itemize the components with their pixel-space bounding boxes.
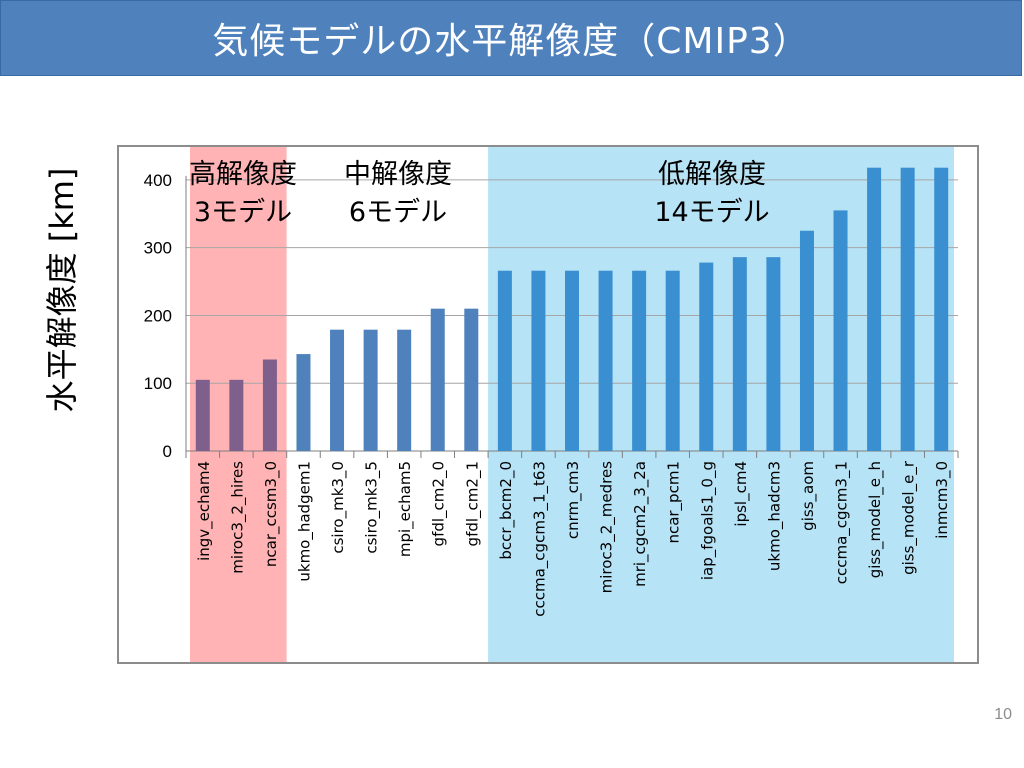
x-tick-label: cnrm_cm3 bbox=[564, 461, 583, 539]
x-tick-label: gfdl_cm2_1 bbox=[463, 461, 482, 546]
bar bbox=[766, 257, 781, 451]
group-label-name: 低解像度 bbox=[658, 159, 766, 190]
bar bbox=[330, 329, 345, 451]
x-tick-label: gfdl_cm2_0 bbox=[430, 461, 449, 546]
group-label-count: 6モデル bbox=[349, 197, 447, 228]
group-label-name: 高解像度 bbox=[189, 159, 297, 190]
bar bbox=[699, 262, 714, 451]
group-label-count: 14モデル bbox=[654, 197, 769, 228]
x-tick-label: cccma_cgcm3_1 bbox=[833, 461, 852, 584]
x-tick-label: giss_aom bbox=[799, 461, 818, 531]
bar bbox=[397, 329, 412, 451]
bar bbox=[195, 379, 210, 451]
bar bbox=[296, 354, 311, 451]
x-tick-label: ncar_ccsm3_0 bbox=[262, 461, 281, 567]
y-tick-label: 200 bbox=[144, 306, 172, 325]
y-axis-label: 水平解像度 [km] bbox=[43, 167, 81, 413]
group-label-name: 中解像度 bbox=[344, 159, 452, 190]
x-tick-label: bccr_bcm2_0 bbox=[497, 461, 516, 560]
bar bbox=[934, 167, 949, 451]
bar bbox=[229, 379, 244, 451]
bar bbox=[497, 270, 512, 451]
bar bbox=[867, 167, 882, 451]
x-tick-label: miroc3_2_hires bbox=[228, 461, 247, 574]
x-tick-label: csiro_mk3_5 bbox=[363, 461, 382, 554]
bar bbox=[665, 270, 680, 451]
x-tick-label: inmcm3_0 bbox=[933, 461, 952, 539]
bar bbox=[262, 359, 277, 451]
x-tick-label: csiro_mk3_0 bbox=[329, 461, 348, 554]
x-tick-label: ncar_pcm1 bbox=[665, 461, 684, 544]
x-tick-label: cccma_cgcm3_1_t63 bbox=[530, 461, 549, 617]
y-tick-label: 100 bbox=[144, 374, 172, 393]
bar bbox=[632, 270, 647, 451]
bar bbox=[799, 230, 814, 451]
bar bbox=[732, 257, 747, 451]
page-number: 10 bbox=[994, 706, 1012, 723]
x-tick-label: mri_cgcm2_3_2a bbox=[631, 461, 650, 587]
x-tick-label: ingv_echam4 bbox=[195, 461, 214, 561]
y-tick-label: 0 bbox=[163, 442, 172, 461]
bar bbox=[598, 270, 613, 451]
x-tick-label: mpi_echam5 bbox=[396, 461, 415, 557]
x-tick-label: ukmo_hadgem1 bbox=[295, 461, 314, 582]
group-band bbox=[286, 147, 489, 662]
chart-frame bbox=[117, 145, 979, 664]
x-tick-label: giss_model_e_h bbox=[866, 461, 885, 578]
y-tick-label: 300 bbox=[144, 239, 172, 258]
bar bbox=[464, 308, 479, 451]
bar bbox=[363, 329, 378, 451]
x-tick-label: ipsl_cm4 bbox=[732, 461, 751, 527]
slide-title-bar: 気候モデルの水平解像度（CMIP3） bbox=[0, 0, 1022, 76]
group-label-count: 3モデル bbox=[194, 197, 292, 228]
x-tick-label: giss_model_e_r bbox=[900, 460, 919, 575]
x-tick-label: iap_fgoals1_0_g bbox=[698, 461, 717, 580]
y-tick-label: 400 bbox=[144, 171, 172, 190]
bar bbox=[900, 167, 915, 451]
bar bbox=[430, 308, 445, 451]
x-tick-label: ukmo_hadcm3 bbox=[765, 461, 784, 571]
slide-title: 気候モデルの水平解像度（CMIP3） bbox=[212, 21, 810, 62]
bar bbox=[531, 270, 546, 451]
bar bbox=[565, 270, 579, 451]
bar bbox=[833, 210, 848, 451]
x-tick-label: miroc3_2_medres bbox=[598, 461, 617, 594]
